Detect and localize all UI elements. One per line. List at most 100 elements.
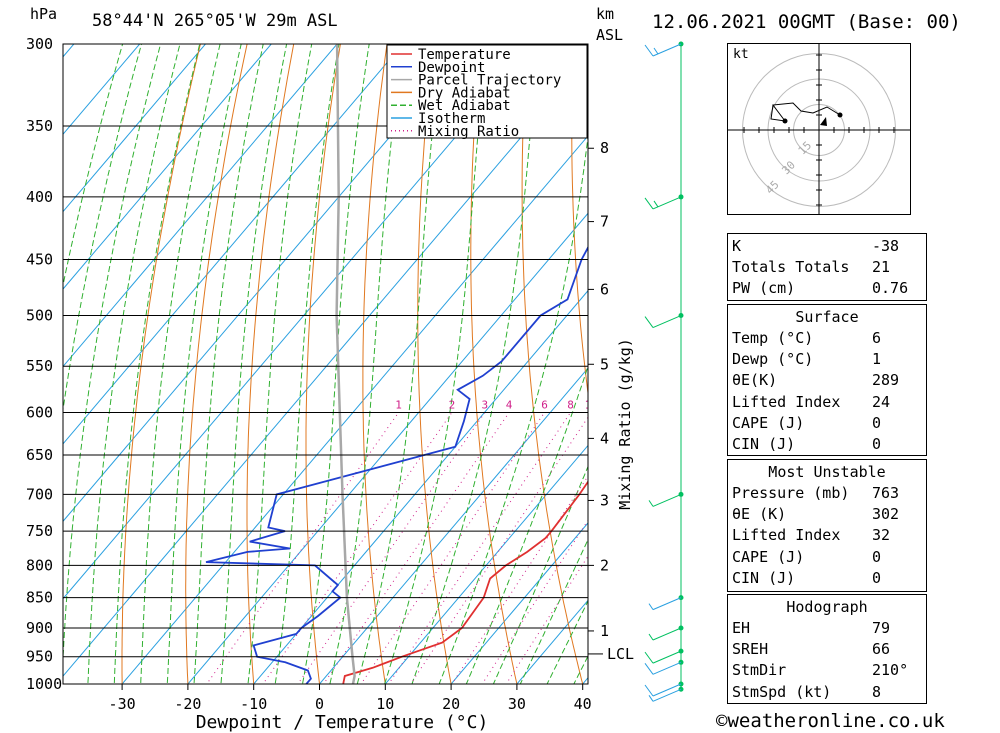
- lcl-label: LCL: [607, 645, 634, 663]
- index-label: StmDir: [732, 661, 787, 680]
- isotherm-line: [63, 44, 404, 445]
- index-label: Dewp (°C): [732, 350, 814, 369]
- pressure-tick-label: 650: [26, 446, 53, 464]
- isotherm-line: [253, 289, 588, 684]
- dry-adiabat-line: [246, 44, 295, 684]
- index-row: K -38: [728, 236, 926, 257]
- index-row: CAPE (J) 0: [728, 413, 926, 434]
- storm-motion-marker: [820, 117, 827, 126]
- temperature-tick-label: -10: [240, 695, 267, 713]
- height-tick-label: 6: [600, 280, 609, 298]
- wind-barb-shaft: [652, 315, 682, 329]
- pressure-tick-label: 400: [26, 188, 53, 206]
- panel-title-text: Hodograph: [786, 598, 868, 616]
- wind-barb: [644, 681, 684, 697]
- isotherm-line: [63, 44, 338, 368]
- index-value: -38: [872, 237, 900, 255]
- wet-adiabat-line: [63, 44, 143, 413]
- temperature-tick-label: 20: [442, 695, 460, 713]
- index-row: Totals Totals 21: [728, 257, 926, 278]
- index-label: CAPE (J): [732, 413, 805, 432]
- indices-general-panel: K -38 Totals Totals 21 PW (cm) 0.76: [727, 233, 927, 301]
- wind-barb-flag: [644, 44, 654, 57]
- legend-entry: Dewpoint: [418, 60, 485, 76]
- index-row: θE(K) 289: [728, 370, 926, 391]
- hodograph-top-point: [837, 112, 843, 118]
- x-axis-label: Dewpoint / Temperature (°C): [196, 712, 489, 733]
- pressure-tick-label: 300: [26, 35, 53, 53]
- index-value: 24: [872, 392, 891, 411]
- index-value: 79: [872, 619, 891, 637]
- wet-adiabat-line: [546, 599, 588, 684]
- pressure-tick-label: 450: [26, 251, 53, 269]
- index-row: Temp (°C) 6: [728, 328, 926, 349]
- wet-adiabat-line: [519, 538, 588, 684]
- dry-adiabat-line: [620, 7, 723, 710]
- index-row: StmSpd (kt) 8: [728, 682, 926, 703]
- wind-barb-half-flag: [653, 200, 659, 208]
- pressure-tick-label: 800: [26, 556, 53, 574]
- height-tick-label: 7: [600, 213, 609, 231]
- temperature-tick-label: 0: [315, 695, 324, 713]
- index-label: θE(K): [732, 371, 778, 390]
- pressure-tick-label: 350: [26, 117, 53, 135]
- mixing-ratio-axis-label: Mixing Ratio (g/kg): [616, 338, 634, 510]
- wind-barb: [644, 41, 684, 57]
- wind-barb: [648, 686, 684, 702]
- index-label: Pressure (mb): [732, 484, 850, 502]
- wet-adiabat-line: [193, 44, 264, 684]
- copyright-footer[interactable]: ©weatheronline.co.uk: [716, 710, 945, 732]
- wind-barb-half-flag: [648, 603, 654, 610]
- index-row: StmDir 210°: [728, 660, 926, 681]
- height-tick-label: 3: [600, 491, 609, 509]
- pressure-tick-label: 850: [26, 589, 53, 607]
- datetime-title: 12.06.2021 00GMT (Base: 00): [652, 11, 961, 33]
- wet-adiabat-line: [220, 44, 288, 684]
- wet-adiabat-line: [411, 44, 539, 684]
- dry-adiabat-line: [941, 7, 1000, 710]
- wind-barb-flag: [644, 684, 654, 697]
- index-value: 289: [872, 371, 900, 390]
- wind-barb-shaft: [652, 683, 682, 697]
- index-value: 0.76: [872, 279, 909, 298]
- temperature-tick-label: -30: [109, 695, 136, 713]
- pressure-tick-label: 500: [26, 307, 53, 325]
- index-value: 1: [872, 350, 882, 369]
- mixing-ratio-tick-label: 6: [541, 398, 548, 411]
- dry-adiabat-line: [521, 44, 584, 684]
- wind-barb-shaft: [652, 493, 682, 507]
- dry-adiabat-line: [305, 44, 341, 684]
- index-value: 21: [872, 258, 891, 277]
- mixing-ratio-tick-label: 1: [395, 398, 402, 411]
- wind-barb-half-flag: [648, 633, 654, 641]
- wet-adiabat-line: [301, 44, 370, 684]
- wind-barb-shaft: [652, 650, 682, 664]
- legend-entry: Wet Adiabat: [418, 98, 511, 114]
- index-value: 66: [872, 640, 891, 659]
- dry-adiabat-line: [571, 44, 588, 397]
- wind-barb-shaft: [652, 688, 682, 702]
- wind-barb-flag: [644, 316, 654, 328]
- index-row: PW (cm) 0.76: [728, 278, 926, 299]
- wet-adiabat-line: [384, 44, 487, 684]
- wind-barb-half-flag: [648, 695, 654, 702]
- panel-title-text: Most Unstable: [768, 463, 886, 481]
- wind-barb-flag: [644, 651, 654, 664]
- wet-adiabat-line: [63, 44, 124, 288]
- wet-adiabat-line: [113, 44, 201, 684]
- wet-adiabat-line: [329, 44, 404, 684]
- mixing-ratio-tick-label: 4: [506, 398, 513, 411]
- index-label: Lifted Index: [732, 392, 841, 411]
- isotherm-line: [63, 44, 207, 213]
- legend-entry: Dry Adiabat: [418, 85, 511, 101]
- index-row: Dewp (°C) 1: [728, 349, 926, 370]
- index-label: Temp (°C): [732, 329, 814, 347]
- index-label: PW (cm): [732, 279, 796, 298]
- index-label: K: [732, 237, 742, 255]
- height-unit-km: km: [596, 5, 615, 23]
- temperature-profile: [342, 480, 588, 684]
- index-label: StmSpd (kt): [732, 682, 832, 701]
- wet-adiabat-line: [274, 44, 340, 684]
